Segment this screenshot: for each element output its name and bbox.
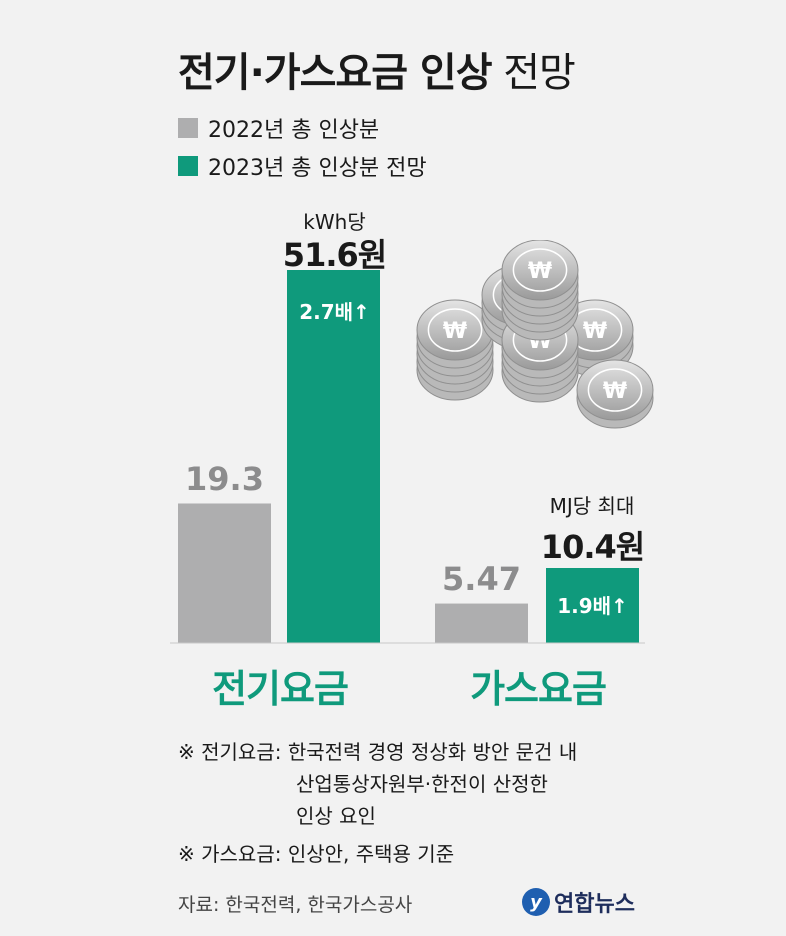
gas-ratio-label: 1.9배↑ xyxy=(557,594,628,618)
svg-text:₩: ₩ xyxy=(603,379,627,404)
legend-swatch-2022 xyxy=(178,118,198,138)
note-electric-prefix: ※ 전기요금: xyxy=(178,740,282,764)
electric-2022-value: 19.3 xyxy=(185,460,264,498)
gas-2022-value: 5.47 xyxy=(442,560,521,598)
bar-electric-2022 xyxy=(178,503,271,643)
legend-label-2022: 2022년 총 인상분 xyxy=(208,118,380,143)
note-electric: ※ 전기요금: 한국전력 경영 정상화 방안 문건 내 산업통상자원부·한전이 … xyxy=(178,736,577,832)
svg-text:₩: ₩ xyxy=(583,319,607,344)
gas-2023-value: 10.4원 xyxy=(540,528,645,566)
note-gas-prefix: ※ 가스요금: xyxy=(178,842,282,866)
source-text: 자료: 한국전력, 한국가스공사 xyxy=(178,894,413,916)
coin-single: ₩ xyxy=(576,359,654,429)
coin-top-stack: ₩ xyxy=(501,240,579,341)
bar-gas-2022 xyxy=(435,603,528,643)
yonhap-logo-text: 연합뉴스 xyxy=(554,892,635,917)
note-electric-line-3: 인상 요인 xyxy=(296,804,376,828)
page-title: 전기·가스요금 인상 전망 xyxy=(178,40,576,98)
title-light: 전망 xyxy=(503,50,576,96)
legend-label-2023: 2023년 총 인상분 전망 xyxy=(208,156,427,181)
note-electric-line-1: 한국전력 경영 정상화 방안 문건 내 xyxy=(287,740,578,764)
note-gas: ※ 가스요금: 인상안, 주택용 기준 xyxy=(178,838,454,870)
title-bold: 전기·가스요금 인상 xyxy=(178,50,493,96)
note-gas-line-1: 인상안, 주택용 기준 xyxy=(287,842,455,866)
electric-ratio-label: 2.7배↑ xyxy=(299,300,370,324)
bar-gas-2023 xyxy=(546,568,639,643)
category-label-electric: 전기요금 xyxy=(212,667,349,711)
legend-swatch-2023 xyxy=(178,156,198,176)
coin-left-stack: ₩ xyxy=(416,299,494,401)
won-coin-stack-icon: ₩₩₩₩₩₩ xyxy=(416,240,654,429)
legend-item-2022: 2022년 총 인상분 xyxy=(178,112,379,144)
yonhap-logo-mark: y xyxy=(522,888,550,916)
svg-text:₩: ₩ xyxy=(443,319,467,344)
electric-2023-value: 51.6원 xyxy=(282,236,387,274)
bar-electric-2023 xyxy=(287,270,380,643)
svg-text:₩: ₩ xyxy=(528,259,552,284)
category-label-gas: 가스요금 xyxy=(470,667,607,711)
yonhap-logo: y 연합뉴스 xyxy=(522,886,635,918)
bars-group xyxy=(178,270,639,643)
note-electric-line-2: 산업통상자원부·한전이 산정한 xyxy=(296,772,548,796)
electric-unit-label: kWh당 xyxy=(303,210,366,234)
gas-unit-label: MJ당 최대 xyxy=(549,494,635,518)
legend-item-2023: 2023년 총 인상분 전망 xyxy=(178,150,427,182)
